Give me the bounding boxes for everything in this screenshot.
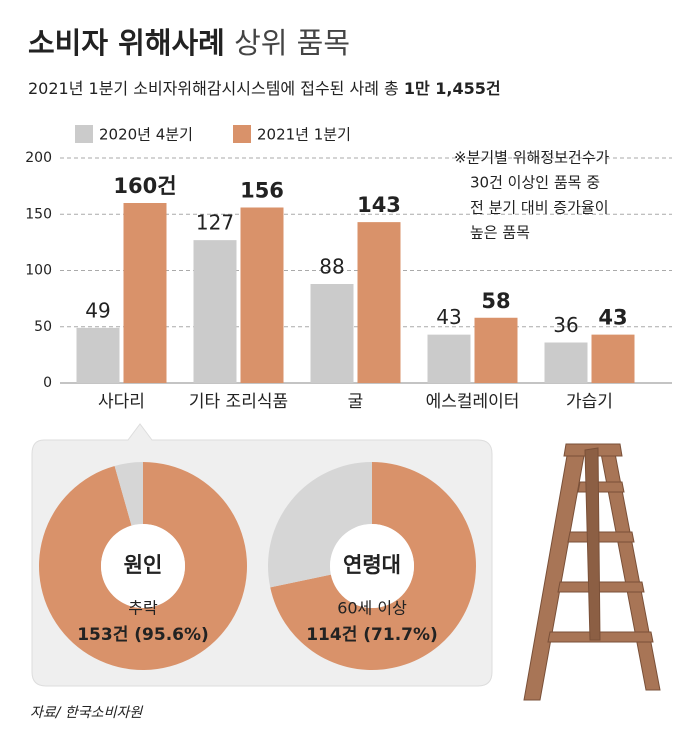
annotation: 30건 이상인 품목 중	[470, 174, 600, 192]
pie-center-label: 연령대	[343, 553, 401, 577]
x-tick-label: 기타 조리식품	[189, 392, 288, 412]
pie-value-label: 114건 (71.7%)	[306, 625, 438, 645]
source: 자료/ 한국소비자원	[30, 705, 143, 721]
bar	[544, 342, 588, 383]
annotation: 높은 품목	[470, 224, 530, 242]
annotation: ※분기별 위해정보건수가	[454, 149, 610, 167]
pie-value-label: 153건 (95.6%)	[77, 625, 209, 645]
value-label: 127	[196, 211, 234, 235]
value-label: 43	[436, 305, 461, 329]
y-tick-label: 150	[25, 206, 52, 222]
pie-hole	[330, 524, 414, 608]
ladder	[523, 443, 661, 701]
bar	[310, 284, 354, 383]
pie-slice	[39, 461, 248, 670]
pie-category: 추락	[128, 599, 158, 618]
value-label: 88	[319, 255, 344, 279]
bar	[240, 207, 284, 383]
legend-swatch	[75, 125, 93, 143]
y-tick-label: 100	[25, 263, 52, 279]
annotation: 전 분기 대비 증가율이	[470, 199, 609, 217]
bar	[76, 327, 120, 383]
pie-hole	[101, 524, 185, 608]
x-tick-label: 굴	[348, 392, 364, 412]
x-tick-label: 에스컬레이터	[426, 392, 520, 412]
pie-slice	[270, 462, 477, 670]
bar	[193, 240, 237, 383]
value-label: 58	[481, 289, 510, 313]
bar	[123, 203, 167, 383]
subtitle: 2021년 1분기 소비자위해감시시스템에 접수된 사례 총 1만 1,455건	[28, 79, 501, 98]
subtitle-text: 2021년 1분기 소비자위해감시시스템에 접수된 사례 총	[28, 79, 399, 98]
value-label: 156	[240, 179, 284, 203]
value-label: 143	[357, 193, 401, 217]
y-tick-label: 50	[34, 319, 52, 335]
y-tick-label: 200	[25, 150, 52, 166]
y-tick-label: 0	[43, 375, 52, 391]
x-tick-label: 가습기	[566, 392, 613, 412]
legend-label: 2020년 4분기	[99, 126, 193, 144]
pie-slice	[114, 462, 143, 526]
pie-slice	[268, 462, 372, 588]
value-label: 43	[598, 306, 627, 330]
pie-center-label: 원인	[124, 553, 163, 577]
title-sub: 상위 품목	[234, 26, 350, 60]
bar	[357, 222, 401, 383]
legend-swatch	[233, 125, 251, 143]
value-label: 160건	[113, 174, 176, 198]
value-label: 49	[85, 298, 110, 322]
bar	[427, 334, 471, 383]
title: 소비자 위해사례 상위 품목	[28, 26, 350, 60]
legend-label: 2021년 1분기	[257, 126, 351, 144]
title-main: 소비자 위해사례	[28, 26, 225, 60]
pie-category: 60세 이상	[337, 599, 407, 618]
bar	[591, 334, 635, 383]
x-tick-label: 사다리	[98, 392, 145, 412]
subtitle-total: 1만 1,455건	[404, 79, 501, 98]
value-label: 36	[553, 313, 578, 337]
bar	[474, 317, 518, 383]
